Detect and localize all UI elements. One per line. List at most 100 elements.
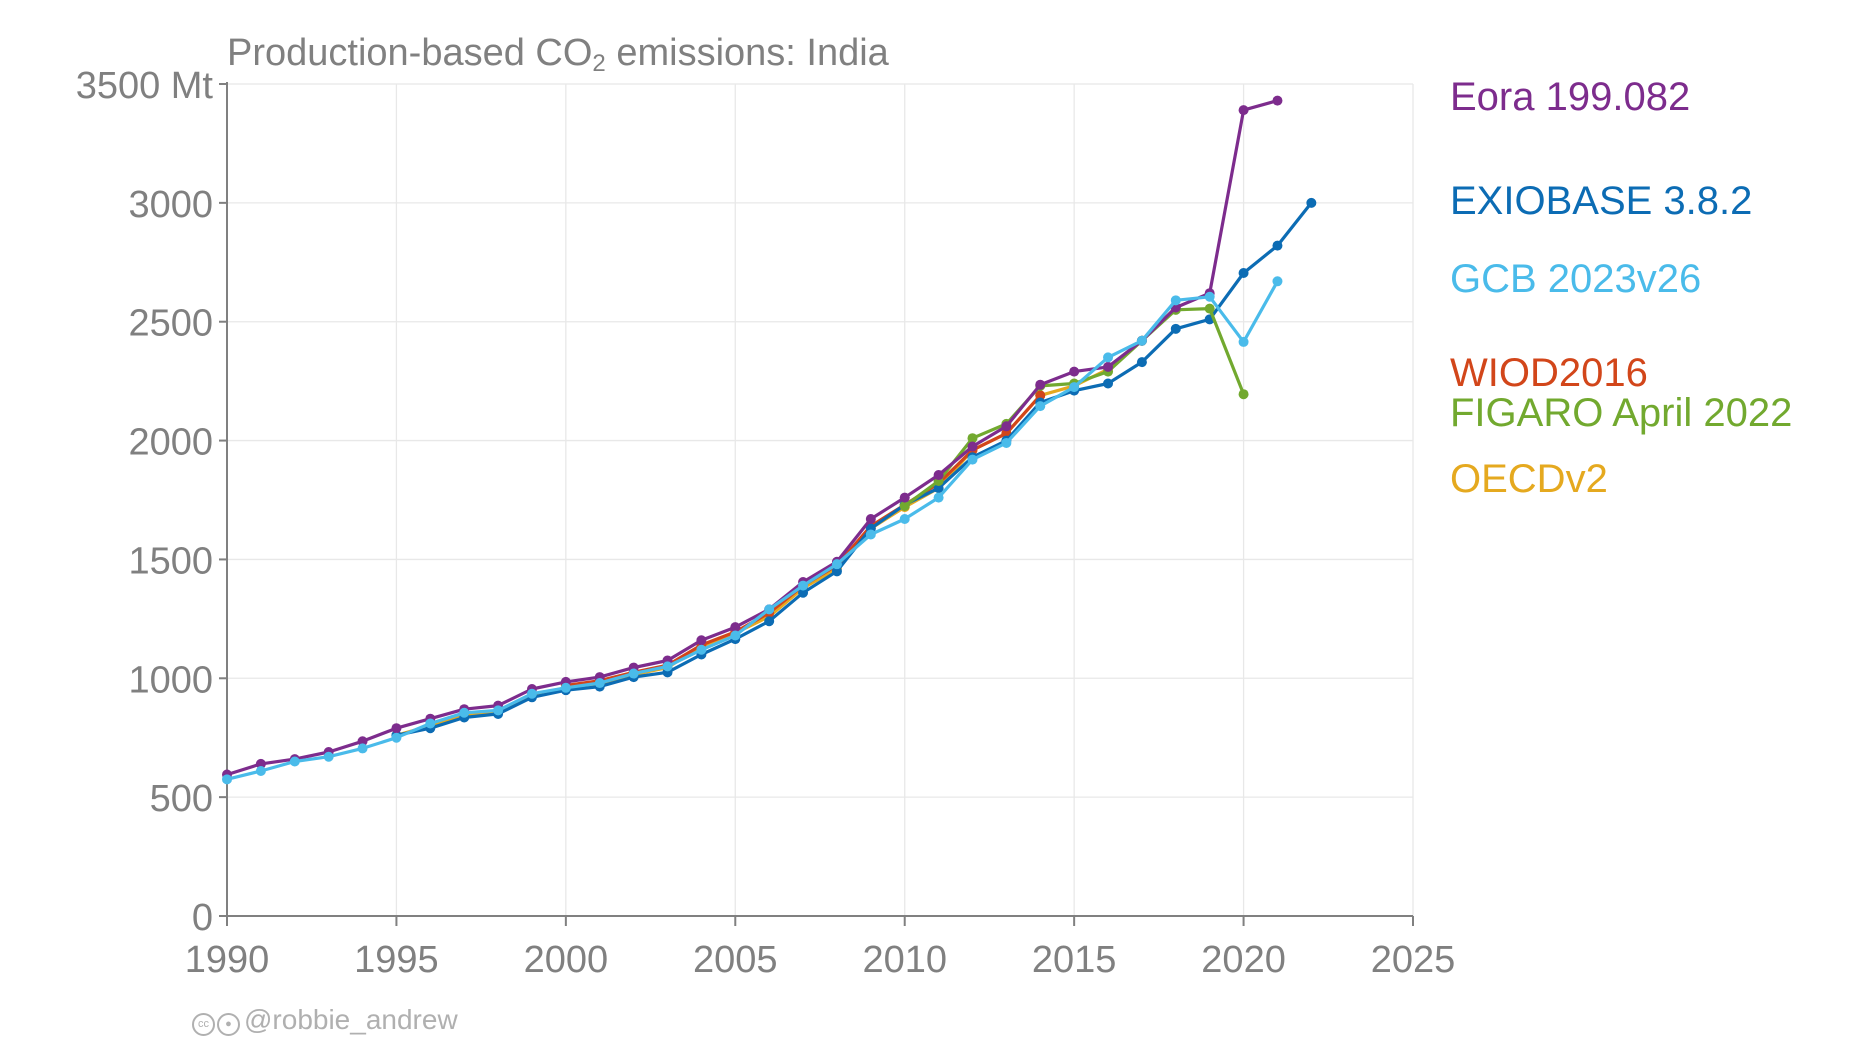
data-point — [1238, 389, 1249, 400]
data-point — [628, 668, 639, 679]
data-point — [1103, 361, 1114, 372]
series-oecdv2 — [391, 302, 1181, 741]
data-point — [560, 682, 571, 693]
x-tick-label: 2005 — [693, 939, 778, 981]
data-point — [899, 514, 910, 525]
data-point — [1238, 336, 1249, 347]
axes: 0 500 1000 1500 2000 2500 3000 3500 Mt 1990 1995 2… — [76, 65, 1456, 981]
data-point — [1272, 276, 1283, 287]
data-point — [222, 774, 232, 785]
cc-icon: cc — [192, 1013, 215, 1036]
data-point — [1069, 382, 1080, 393]
data-point — [255, 765, 266, 776]
data-point — [1035, 390, 1046, 401]
series-group — [222, 95, 1317, 785]
data-point — [1306, 197, 1317, 208]
data-point — [255, 758, 266, 769]
data-point — [730, 630, 741, 641]
x-tick-label: 2000 — [524, 939, 609, 981]
data-point — [730, 622, 741, 633]
data-point — [899, 500, 910, 511]
data-point — [1272, 95, 1283, 106]
legend-entry: FIGARO April 2022 — [1450, 391, 1792, 435]
y-tick-label: 0 — [192, 897, 213, 939]
data-point — [967, 433, 978, 444]
series-line — [394, 305, 1178, 737]
legend-entry: EXIOBASE 3.8.2 — [1450, 179, 1752, 223]
data-point — [933, 483, 944, 494]
data-point — [1204, 291, 1215, 302]
x-tick-label: 1995 — [354, 939, 439, 981]
legend-entry: GCB 2023v26 — [1450, 257, 1701, 301]
legend-entry: WIOD2016 — [1450, 351, 1648, 395]
data-point — [1238, 105, 1249, 116]
credit: cc ● @robbie_andrew — [192, 1004, 458, 1036]
data-point — [1069, 366, 1080, 377]
data-point — [933, 492, 944, 503]
data-point — [967, 454, 978, 465]
data-point — [594, 678, 605, 689]
data-point — [798, 580, 809, 591]
y-tick-label: 2500 — [128, 303, 213, 345]
y-tick-label: 3500 Mt — [76, 65, 214, 107]
legend-entry: OECDv2 — [1450, 457, 1608, 501]
y-tick-label: 1000 — [128, 659, 213, 701]
data-point — [1001, 437, 1012, 448]
credit-text: @robbie_andrew — [244, 1004, 458, 1035]
data-point — [391, 723, 402, 734]
data-point — [865, 529, 876, 540]
series-gcb-2023v26 — [222, 276, 1283, 785]
data-point — [1170, 323, 1181, 334]
data-point — [1103, 378, 1114, 389]
data-point — [831, 566, 842, 577]
series-exiobase-3-8-2 — [391, 197, 1317, 741]
data-point — [696, 635, 707, 646]
x-tick-label: 2010 — [862, 939, 947, 981]
data-point — [933, 470, 944, 481]
series-line — [225, 98, 1280, 777]
data-point — [1136, 357, 1147, 368]
data-point — [493, 705, 504, 716]
data-point — [1136, 335, 1147, 346]
data-point — [1001, 421, 1012, 432]
data-point — [526, 688, 537, 699]
data-point — [865, 514, 876, 525]
attribution-icon: ● — [217, 1013, 240, 1036]
data-point — [1035, 401, 1046, 412]
grid — [227, 83, 1414, 916]
data-point — [357, 743, 368, 754]
data-point — [425, 718, 436, 729]
data-point — [357, 736, 368, 747]
data-point — [391, 732, 402, 743]
legend-entry: Eora 199.082 — [1450, 75, 1690, 119]
legend: Eora 199.082 EXIOBASE 3.8.2 GCB 2023v26 WIO… — [1450, 75, 1792, 501]
series-line — [394, 201, 1313, 737]
x-tick-label: 2015 — [1032, 939, 1117, 981]
chart-title: Production-based CO2 emissions: India — [227, 32, 889, 78]
data-point — [1238, 267, 1249, 278]
chart-title-subscript: 2 — [592, 50, 606, 77]
y-tick-label: 2000 — [128, 422, 213, 464]
data-point — [323, 751, 334, 762]
data-point — [798, 587, 809, 598]
y-tick-label: 1500 — [128, 540, 213, 582]
data-point — [1204, 303, 1215, 314]
data-point — [1103, 352, 1114, 363]
x-tick-label: 2025 — [1371, 939, 1456, 981]
data-point — [1170, 295, 1181, 306]
data-point — [1272, 240, 1283, 251]
series-line — [225, 279, 1280, 781]
y-tick-label: 3000 — [128, 184, 213, 226]
data-point — [764, 616, 775, 627]
chart-title-suffix: emissions: India — [605, 32, 889, 74]
data-point — [289, 756, 300, 767]
data-point — [1035, 379, 1046, 390]
data-point — [459, 707, 470, 718]
data-point — [899, 492, 910, 503]
x-tick-label: 1990 — [185, 939, 270, 981]
data-point — [967, 441, 978, 452]
data-point — [662, 661, 673, 672]
data-point — [696, 644, 707, 655]
x-tick-label: 2020 — [1201, 939, 1286, 981]
